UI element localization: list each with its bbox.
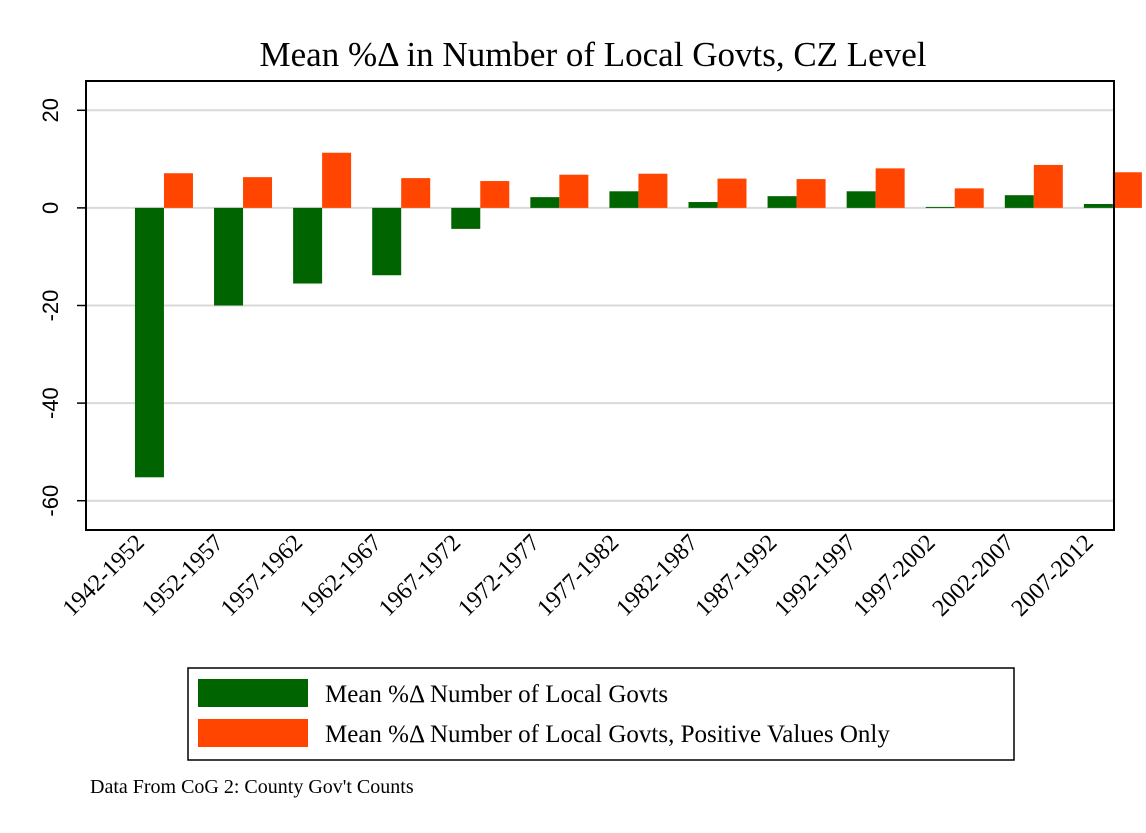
legend: Mean %Δ Number of Local Govts Mean %Δ Num…	[187, 667, 1015, 761]
bar-positive-only	[796, 179, 826, 208]
x-tick-label: 1967-1972	[374, 530, 466, 622]
bar-mean-change	[609, 191, 639, 208]
bar-positive-only	[638, 173, 668, 208]
bar-mean-change	[1083, 203, 1113, 208]
x-tick-label: 1987-1992	[690, 530, 782, 622]
chart-title: Mean %Δ in Number of Local Govts, CZ Lev…	[260, 35, 927, 74]
y-tick-label: -40	[38, 387, 63, 419]
bar-mean-change	[767, 196, 797, 208]
bar-mean-change	[214, 207, 244, 306]
bar-positive-only	[954, 188, 984, 208]
bar-positive-only	[401, 178, 431, 208]
bar-positive-only	[480, 181, 510, 208]
legend-label: Mean %Δ Number of Local Govts	[325, 681, 668, 708]
bar-positive-only	[1033, 164, 1063, 208]
bar-mean-change	[688, 202, 718, 208]
bar-mean-change	[1004, 195, 1034, 208]
x-tick-label: 1952-1957	[137, 530, 229, 622]
bar-mean-change	[372, 207, 402, 276]
x-axis: 1942-19521952-19571957-19621962-19671967…	[58, 530, 1099, 622]
bar-mean-change	[134, 207, 164, 478]
bar-mean-change	[451, 207, 481, 229]
y-tick-label: -20	[38, 290, 63, 322]
bar-positive-only	[322, 152, 352, 208]
x-tick-label: 1997-2002	[849, 530, 941, 622]
bar-positive-only	[559, 174, 589, 208]
source-note: Data From CoG 2: County Gov't Counts	[90, 776, 414, 798]
x-tick-label: 1982-1987	[611, 530, 703, 622]
x-tick-label: 1977-1982	[532, 530, 624, 622]
bar-mean-change	[925, 206, 955, 208]
x-tick-label: 2002-2007	[928, 530, 1020, 622]
bar-positive-only	[875, 168, 905, 208]
bar-mean-change	[293, 207, 323, 284]
y-tick-label: 20	[38, 98, 63, 122]
x-tick-label: 2007-2012	[1007, 530, 1099, 622]
legend-swatch	[198, 719, 308, 747]
bar-mean-change	[846, 191, 876, 208]
x-tick-label: 1957-1962	[216, 530, 308, 622]
bar-positive-only	[243, 177, 273, 208]
y-tick-label: -60	[38, 485, 63, 517]
bars	[134, 152, 1142, 478]
x-tick-label: 1972-1977	[453, 530, 545, 622]
bar-positive-only	[717, 178, 747, 208]
y-tick-label: 0	[38, 202, 63, 214]
x-tick-label: 1942-1952	[58, 530, 150, 622]
bar-positive-only	[163, 173, 193, 208]
bar-positive-only	[1112, 172, 1142, 208]
x-tick-label: 1992-1997	[770, 530, 862, 622]
x-tick-label: 1962-1967	[295, 530, 387, 622]
legend-swatch	[198, 679, 308, 707]
y-axis: 20 0 -20 -40 -60	[38, 98, 86, 517]
bar-mean-change	[530, 197, 560, 208]
legend-label: Mean %Δ Number of Local Govts, Positive …	[325, 721, 890, 748]
legend-box	[187, 667, 1015, 761]
